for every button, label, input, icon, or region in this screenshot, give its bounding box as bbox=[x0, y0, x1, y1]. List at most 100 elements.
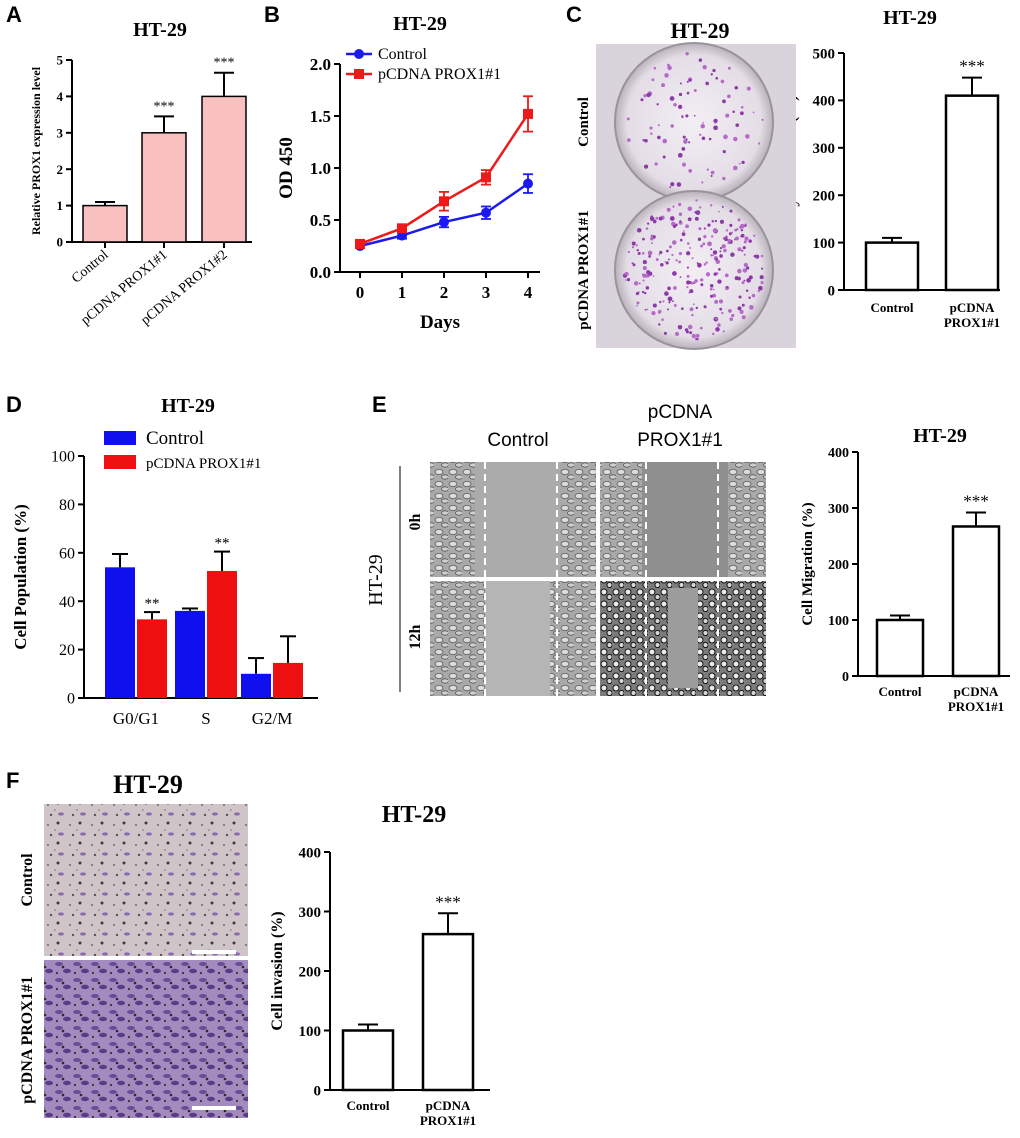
colony-dot bbox=[648, 271, 653, 276]
colony-dot bbox=[721, 311, 724, 315]
colony-dot bbox=[710, 174, 713, 177]
x-tick-label: G2/M bbox=[252, 709, 293, 728]
colony-dot bbox=[667, 258, 670, 261]
colony-dot bbox=[695, 199, 698, 202]
colony-dot bbox=[761, 267, 764, 270]
colony-dot bbox=[662, 300, 665, 303]
colony-dot bbox=[691, 313, 694, 317]
colony-dot bbox=[642, 260, 647, 265]
colony-dot bbox=[703, 305, 707, 309]
image-e-col-prox1-line1: pCDNA bbox=[648, 402, 713, 423]
colony-dot bbox=[706, 168, 709, 171]
colony-dot bbox=[665, 261, 669, 265]
data-point bbox=[523, 108, 533, 119]
x-tick-label: 2 bbox=[440, 283, 449, 302]
colony-dot bbox=[691, 333, 697, 339]
colony-dot bbox=[669, 186, 672, 189]
colony-dot bbox=[689, 289, 694, 294]
chart-a-ylabel: Relative PROX1 expression level bbox=[29, 66, 43, 235]
colony-dot bbox=[748, 296, 751, 299]
colony-dot bbox=[681, 115, 684, 119]
y-tick-label: 400 bbox=[828, 446, 849, 461]
colony-dot bbox=[705, 272, 711, 277]
bar bbox=[341, 1029, 395, 1092]
colony-dot bbox=[722, 99, 726, 104]
colony-dot bbox=[660, 262, 664, 267]
colony-dot bbox=[748, 239, 752, 243]
colony-dot bbox=[698, 227, 702, 231]
colony-dot bbox=[709, 294, 714, 298]
colony-dot bbox=[692, 303, 695, 306]
colony-dot bbox=[731, 231, 734, 234]
colony-dot bbox=[701, 136, 706, 140]
wound-healing-image: Control pCDNA PROX1#1 HT-29 0h 12h bbox=[365, 402, 766, 696]
colony-dot bbox=[745, 289, 749, 292]
colony-dot bbox=[731, 313, 735, 318]
colony-dot bbox=[741, 315, 746, 320]
colony-dot bbox=[653, 66, 657, 70]
colony-dot bbox=[667, 65, 672, 71]
colony-dot bbox=[749, 305, 754, 310]
y-tick-label: 200 bbox=[828, 558, 849, 573]
colony-dot bbox=[699, 133, 702, 136]
colony-dot bbox=[636, 304, 638, 307]
bar bbox=[105, 567, 135, 698]
colony-dot bbox=[727, 66, 731, 70]
image-f-title: HT-29 bbox=[113, 770, 183, 799]
colony-dot bbox=[672, 240, 677, 245]
colony-dot bbox=[739, 223, 745, 229]
colony-dot bbox=[729, 223, 733, 227]
colony-dot bbox=[746, 266, 750, 270]
bar bbox=[421, 932, 475, 1092]
colony-dot bbox=[636, 227, 642, 233]
colony-dot bbox=[703, 227, 706, 230]
y-tick-label: 0 bbox=[57, 235, 64, 250]
legend-label: Control bbox=[146, 428, 204, 449]
colony-dot bbox=[638, 282, 641, 285]
colony-dot bbox=[697, 237, 702, 241]
colony-dot bbox=[733, 165, 738, 171]
colony-dot bbox=[685, 224, 689, 229]
colony-dot bbox=[678, 212, 683, 216]
colony-dot bbox=[651, 78, 655, 82]
y-tick-label: 1.5 bbox=[310, 107, 331, 126]
colony-dot bbox=[693, 114, 696, 117]
colony-dot bbox=[714, 317, 718, 321]
colony-dot bbox=[744, 224, 747, 227]
colony-dot bbox=[718, 299, 724, 304]
legend-marker bbox=[354, 69, 364, 79]
panel-label-b: B bbox=[264, 2, 280, 27]
colony-dot bbox=[646, 222, 650, 225]
colony-dot bbox=[658, 253, 661, 256]
chart-e: HT-29 0 100 200 300 400 Cell Migration (%) Cont… bbox=[800, 425, 1010, 714]
chart-d: HT-29 0 20 40 60 80 100 Cell Population (%) G0/G… bbox=[11, 395, 318, 728]
colony-dot bbox=[689, 331, 693, 335]
colony-dot bbox=[650, 132, 653, 135]
colony-dot bbox=[684, 328, 689, 332]
chart-e-title: HT-29 bbox=[913, 425, 967, 447]
bar bbox=[273, 662, 303, 698]
x-tick-label: Control bbox=[878, 684, 921, 699]
colony-dot bbox=[752, 111, 755, 114]
x-tick-label: pCDNA bbox=[426, 1098, 471, 1113]
colony-dot bbox=[651, 310, 656, 316]
colony-dot bbox=[710, 170, 715, 175]
data-point bbox=[439, 196, 449, 207]
colony-dot bbox=[696, 337, 699, 341]
colony-dot bbox=[737, 218, 741, 222]
colony-dot bbox=[714, 219, 717, 223]
colony-dot bbox=[753, 254, 757, 258]
colony-dot bbox=[701, 181, 704, 184]
colony-dot bbox=[738, 162, 741, 165]
x-tick-label: Control bbox=[69, 248, 111, 287]
colony-dot bbox=[672, 205, 675, 208]
y-tick-label: 0 bbox=[828, 283, 836, 299]
colony-dot bbox=[641, 252, 645, 255]
colony-dot bbox=[730, 252, 735, 257]
bar bbox=[137, 619, 167, 698]
data-point bbox=[439, 217, 449, 228]
colony-dot bbox=[691, 257, 694, 260]
colony-dot bbox=[715, 327, 720, 332]
colony-dot bbox=[674, 331, 680, 337]
x-tick-label: pCDNA bbox=[950, 300, 995, 315]
